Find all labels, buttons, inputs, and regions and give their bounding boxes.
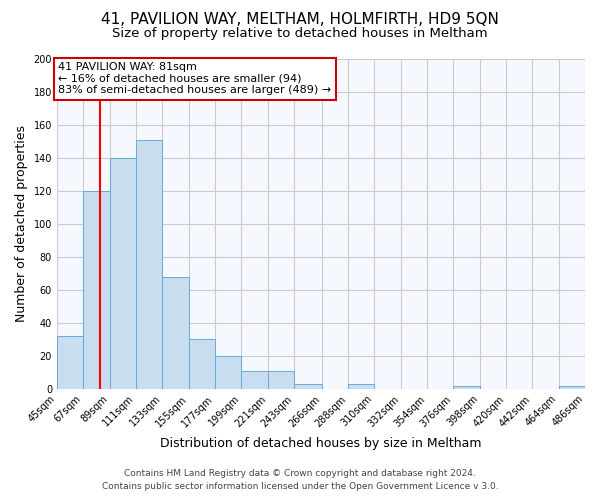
Bar — [241, 370, 268, 389]
Bar — [268, 370, 294, 389]
Bar — [83, 191, 110, 389]
Y-axis label: Number of detached properties: Number of detached properties — [15, 126, 28, 322]
Bar — [136, 140, 162, 389]
Bar — [453, 386, 479, 389]
Bar — [559, 386, 585, 389]
Bar — [188, 340, 215, 389]
Text: Size of property relative to detached houses in Meltham: Size of property relative to detached ho… — [112, 28, 488, 40]
Bar — [57, 336, 83, 389]
Text: 41 PAVILION WAY: 81sqm
← 16% of detached houses are smaller (94)
83% of semi-det: 41 PAVILION WAY: 81sqm ← 16% of detached… — [58, 62, 331, 96]
Text: 41, PAVILION WAY, MELTHAM, HOLMFIRTH, HD9 5QN: 41, PAVILION WAY, MELTHAM, HOLMFIRTH, HD… — [101, 12, 499, 28]
Bar — [162, 276, 188, 389]
Bar — [294, 384, 322, 389]
Bar — [215, 356, 241, 389]
X-axis label: Distribution of detached houses by size in Meltham: Distribution of detached houses by size … — [160, 437, 482, 450]
Text: Contains HM Land Registry data © Crown copyright and database right 2024.
Contai: Contains HM Land Registry data © Crown c… — [101, 470, 499, 491]
Bar — [348, 384, 374, 389]
Bar — [110, 158, 136, 389]
